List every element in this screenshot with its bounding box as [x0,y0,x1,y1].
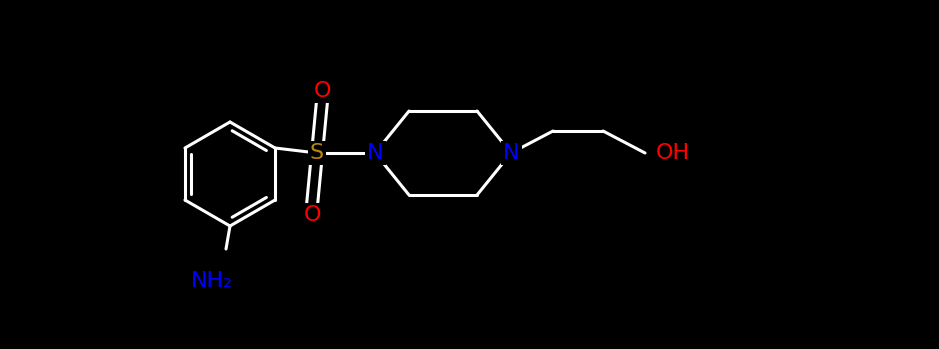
Text: S: S [310,143,324,163]
Text: O: O [303,205,321,225]
Text: NH₂: NH₂ [191,271,233,291]
Text: N: N [502,143,519,163]
Text: O: O [314,81,331,101]
Text: N: N [367,143,383,163]
Text: OH: OH [656,143,690,163]
